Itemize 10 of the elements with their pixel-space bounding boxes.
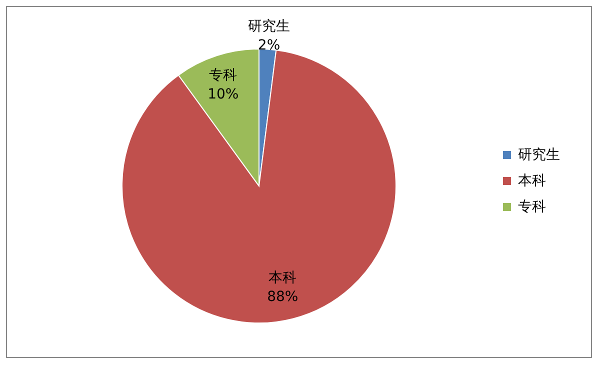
pie-slice: [122, 50, 396, 324]
slice-label: 研究生: [248, 18, 290, 34]
data-label: 2%: [258, 37, 280, 54]
data-label: 88%: [267, 289, 298, 306]
legend-label: 研究生: [518, 147, 560, 163]
slice-label: 本科: [268, 270, 297, 286]
legend-label: 本科: [518, 173, 546, 189]
slice-label: 专科: [209, 68, 238, 84]
data-label: 10%: [208, 86, 239, 103]
legend-label: 专科: [518, 199, 546, 215]
